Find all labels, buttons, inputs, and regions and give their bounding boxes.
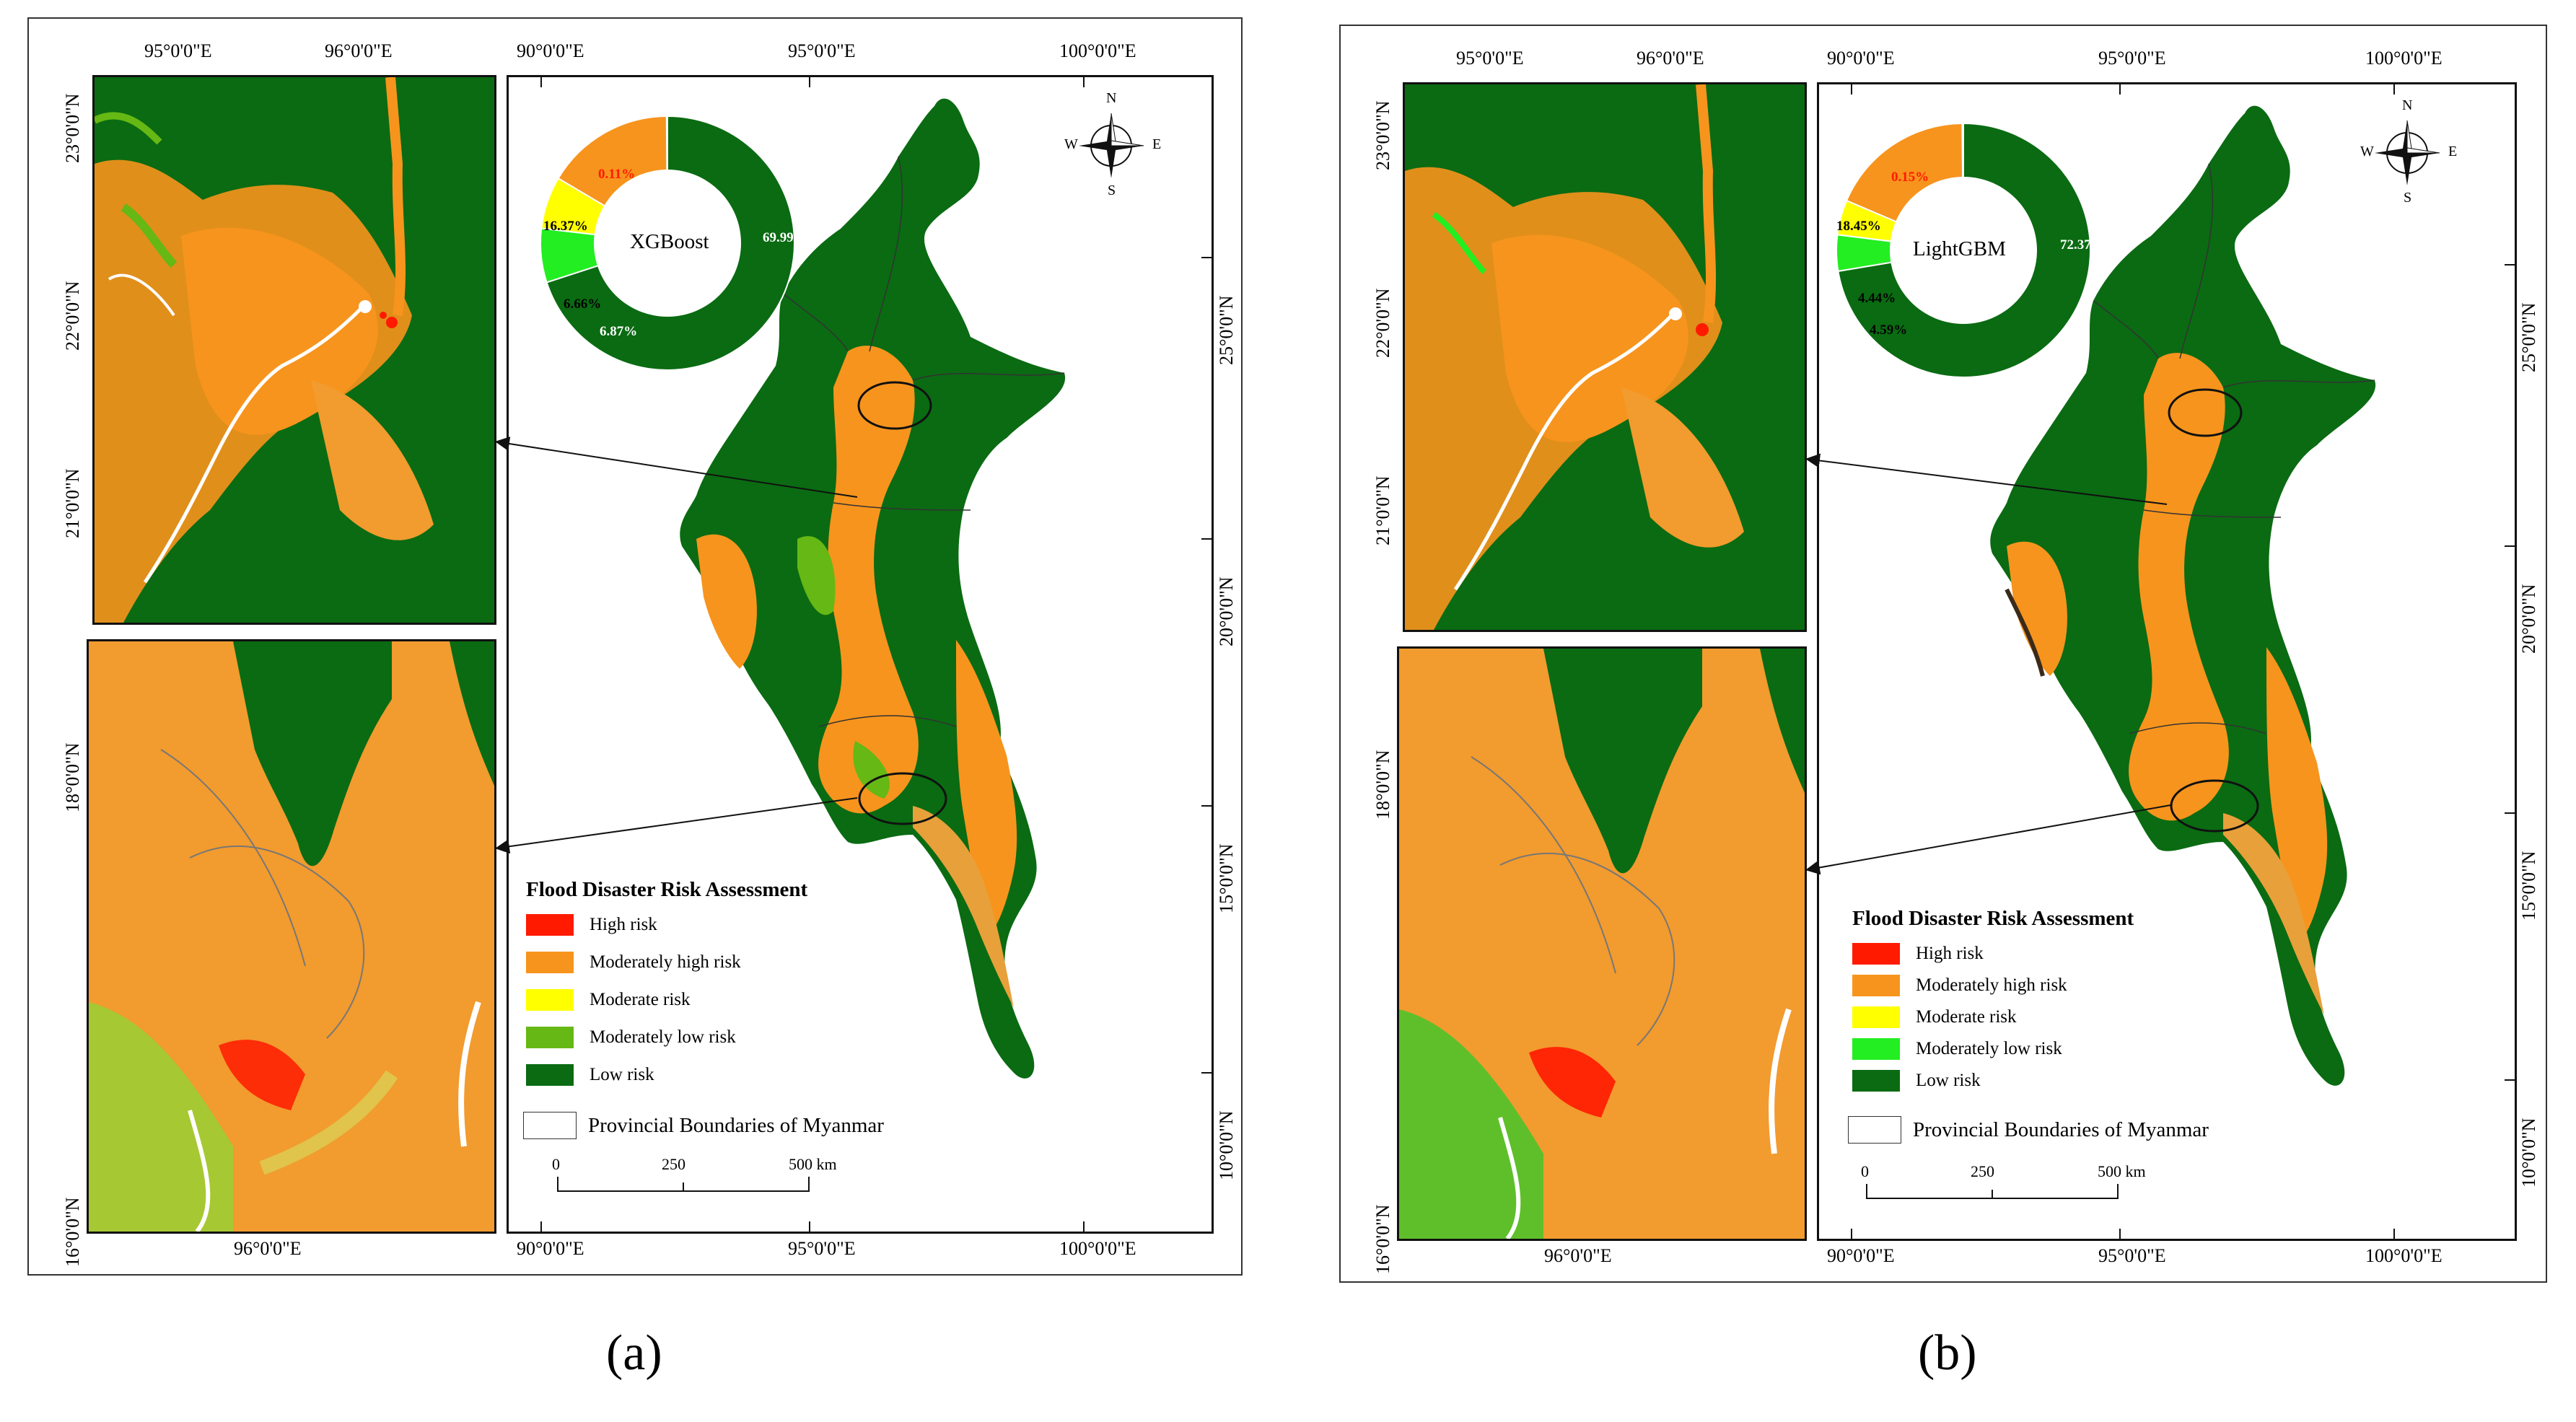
legend-title-a: Flood Disaster Risk Assessment	[526, 878, 808, 901]
donut-model-label-a: XGBoost	[630, 230, 709, 253]
inset-bottom-map-b	[1397, 646, 1807, 1241]
donut-pct-mod-low-b: 4.59%	[1870, 322, 1908, 338]
lon-label-top-a: 96°0'0"E	[325, 40, 393, 61]
donut-pct-mod-low-a: 6.87%	[600, 324, 638, 339]
donut-model-label-b: LightGBM	[1913, 237, 2006, 260]
inset-bottom-map-a	[87, 639, 496, 1234]
donut-pct-moderate-b: 4.44%	[1858, 291, 1896, 306]
legend-boundary-b: Provincial Boundaries of Myanmar	[1848, 1116, 2209, 1144]
scale-tick-0-a: 0	[552, 1155, 560, 1173]
donut-pct-low-b: 72.37%	[2060, 237, 2105, 253]
legend-item-b: Moderately low risk	[1852, 1038, 2062, 1060]
donut-pct-high-b: 0.15%	[1891, 170, 1929, 185]
lon-label-top-a: 95°0'0"E	[144, 40, 212, 61]
compass-w-a: W	[1064, 136, 1078, 152]
lon-label-bottom-a: 96°0'0"E	[234, 1238, 302, 1259]
lon-label-bottom-a: 90°0'0"E	[517, 1238, 584, 1259]
main-map-frame-b: LightGBM 72.37% 18.45% 4.44% 4.59% 0.15%…	[1817, 82, 2517, 1241]
scale-bar-b	[1866, 1184, 2119, 1199]
scale-bar-a	[557, 1177, 810, 1192]
legend-item-b: Moderately high risk	[1852, 975, 2067, 996]
lon-label-top-a: 95°0'0"E	[788, 40, 856, 61]
lon-label-top-b: 100°0'0"E	[2365, 48, 2443, 69]
panel-b: LightGBM 72.37% 18.45% 4.44% 4.59% 0.15%…	[1339, 25, 2547, 1283]
connector-lines-a	[494, 436, 858, 854]
donut-pct-moderate-a: 6.66%	[564, 297, 602, 312]
lon-label-top-b: 96°0'0"E	[1637, 48, 1704, 69]
compass-w-b: W	[2360, 144, 2374, 159]
lon-label-bottom-b: 95°0'0"E	[2098, 1245, 2166, 1266]
compass-e-a: E	[1152, 136, 1162, 152]
lon-label-top-a: 100°0'0"E	[1059, 40, 1136, 61]
compass-e-b: E	[2448, 144, 2458, 159]
inset-top-map-a	[92, 75, 496, 625]
inset-top-map-b	[1403, 82, 1807, 632]
legend-item-b: Low risk	[1852, 1070, 1981, 1092]
scale-tick-250-a: 250	[662, 1155, 685, 1173]
lon-label-bottom-b: 96°0'0"E	[1544, 1245, 1612, 1266]
compass-rose-icon-b	[2375, 120, 2440, 185]
main-map-frame-a: XGBoost 69.99% 16.37% 6.66% 6.87% 0.11% …	[507, 75, 1214, 1234]
compass-s-b: S	[2404, 190, 2412, 206]
scale-tick-500-a: 500 km	[789, 1155, 837, 1173]
donut-pct-low-a: 69.99%	[763, 230, 807, 245]
lon-label-top-b: 90°0'0"E	[1827, 48, 1895, 69]
donut-pct-mod-high-b: 18.45%	[1836, 219, 1881, 234]
compass-n-a: N	[1106, 90, 1117, 106]
lon-label-bottom-b: 100°0'0"E	[2365, 1245, 2443, 1266]
legend-item-b: Moderate risk	[1852, 1006, 2017, 1028]
legend-item-a: Low risk	[526, 1064, 654, 1086]
lon-label-top-b: 95°0'0"E	[1456, 48, 1524, 69]
donut-pct-mod-high-a: 16.37%	[543, 219, 588, 234]
lon-label-bottom-a: 95°0'0"E	[788, 1238, 856, 1259]
lon-label-bottom-b: 90°0'0"E	[1827, 1245, 1895, 1266]
donut-chart-a	[540, 115, 795, 371]
legend-item-a: Moderate risk	[526, 989, 691, 1011]
compass-rose-icon-a	[1079, 113, 1144, 178]
scale-tick-500-b: 500 km	[2098, 1162, 2146, 1180]
legend-item-a: High risk	[526, 914, 657, 936]
scale-tick-0-b: 0	[1861, 1162, 1869, 1180]
legend-title-b: Flood Disaster Risk Assessment	[1852, 907, 2134, 930]
donut-pct-high-a: 0.11%	[598, 167, 636, 182]
legend-item-a: Moderately high risk	[526, 952, 741, 973]
donut-chart-b	[1836, 122, 2091, 378]
lon-label-top-b: 95°0'0"E	[2098, 48, 2166, 69]
legend-boundary-a: Provincial Boundaries of Myanmar	[523, 1112, 884, 1139]
connector-lines-b	[1805, 453, 2171, 875]
compass-s-a: S	[1108, 183, 1116, 198]
legend-item-b: High risk	[1852, 943, 1984, 965]
panel-caption-a: (a)	[606, 1325, 662, 1381]
panel-a: XGBoost 69.99% 16.37% 6.66% 6.87% 0.11% …	[27, 17, 1243, 1276]
lon-label-bottom-a: 100°0'0"E	[1059, 1238, 1136, 1259]
legend-item-a: Moderately low risk	[526, 1027, 736, 1048]
compass-n-b: N	[2402, 97, 2413, 113]
scale-tick-250-b: 250	[1971, 1162, 1994, 1180]
lon-label-top-a: 90°0'0"E	[517, 40, 584, 61]
panel-caption-b: (b)	[1918, 1325, 1977, 1381]
